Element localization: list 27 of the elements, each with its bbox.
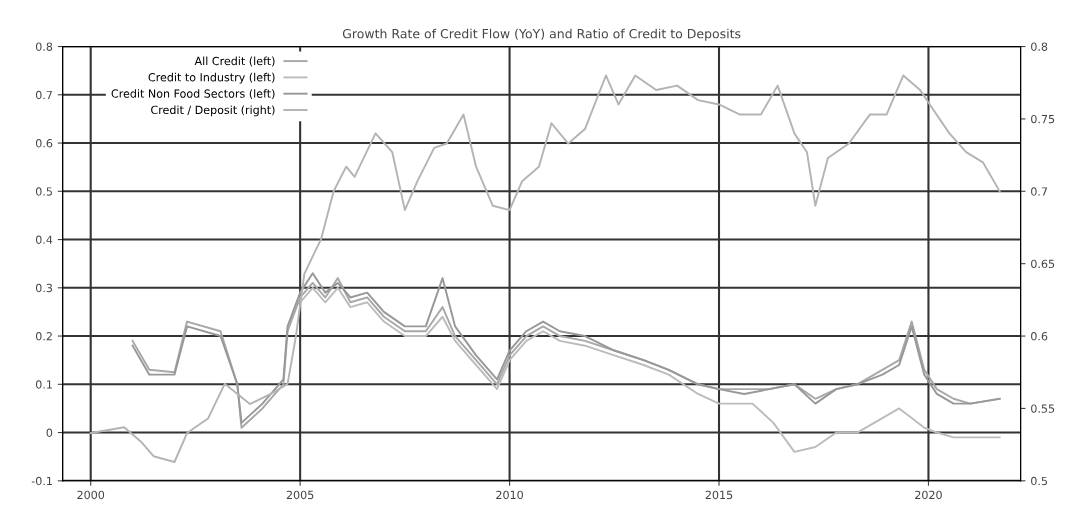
- y-tick-label: 0.2: [35, 332, 52, 341]
- y2-tick-label: 0.7: [1031, 187, 1048, 196]
- y-tick-label: 0.5: [35, 187, 52, 196]
- y2-tick-label: 0.75: [1031, 114, 1055, 124]
- x-tick-label: 2000: [77, 490, 105, 500]
- legend-label: Credit to Industry (left): [148, 72, 275, 84]
- y2-tick-label: 0.65: [1031, 259, 1055, 269]
- legend-label: Credit / Deposit (right): [151, 105, 275, 117]
- y2-tick-label: 0.8: [1031, 42, 1048, 51]
- y-tick-label: 0.1: [35, 380, 52, 389]
- y2-tick-label: 0.55: [1031, 404, 1055, 413]
- y-tick-label: 0.7: [35, 90, 52, 100]
- x-tick-label: 2010: [496, 490, 523, 500]
- y2-tick-label: 0.6: [1031, 332, 1048, 341]
- chart-title: Growth Rate of Credit Flow (YoY) and Ratio of Credit to Deposits: [342, 28, 741, 41]
- y-tick-label: 0: [46, 428, 53, 437]
- legend-label: All Credit (left): [194, 56, 275, 67]
- x-tick-label: 2015: [705, 490, 733, 500]
- x-tick-label: 2005: [286, 490, 314, 500]
- y2-tick-label: 0.5: [1031, 476, 1048, 486]
- x-tick-label: 2020: [915, 490, 942, 500]
- y-tick-label: 0.8: [35, 42, 53, 51]
- y-tick-label: -0.1: [31, 476, 52, 486]
- y-tick-label: 0.3: [35, 283, 53, 293]
- y-tick-label: 0.4: [35, 235, 53, 244]
- y-tick-label: 0.6: [35, 139, 53, 148]
- legend-label: Credit Non Food Sectors (left): [111, 89, 275, 100]
